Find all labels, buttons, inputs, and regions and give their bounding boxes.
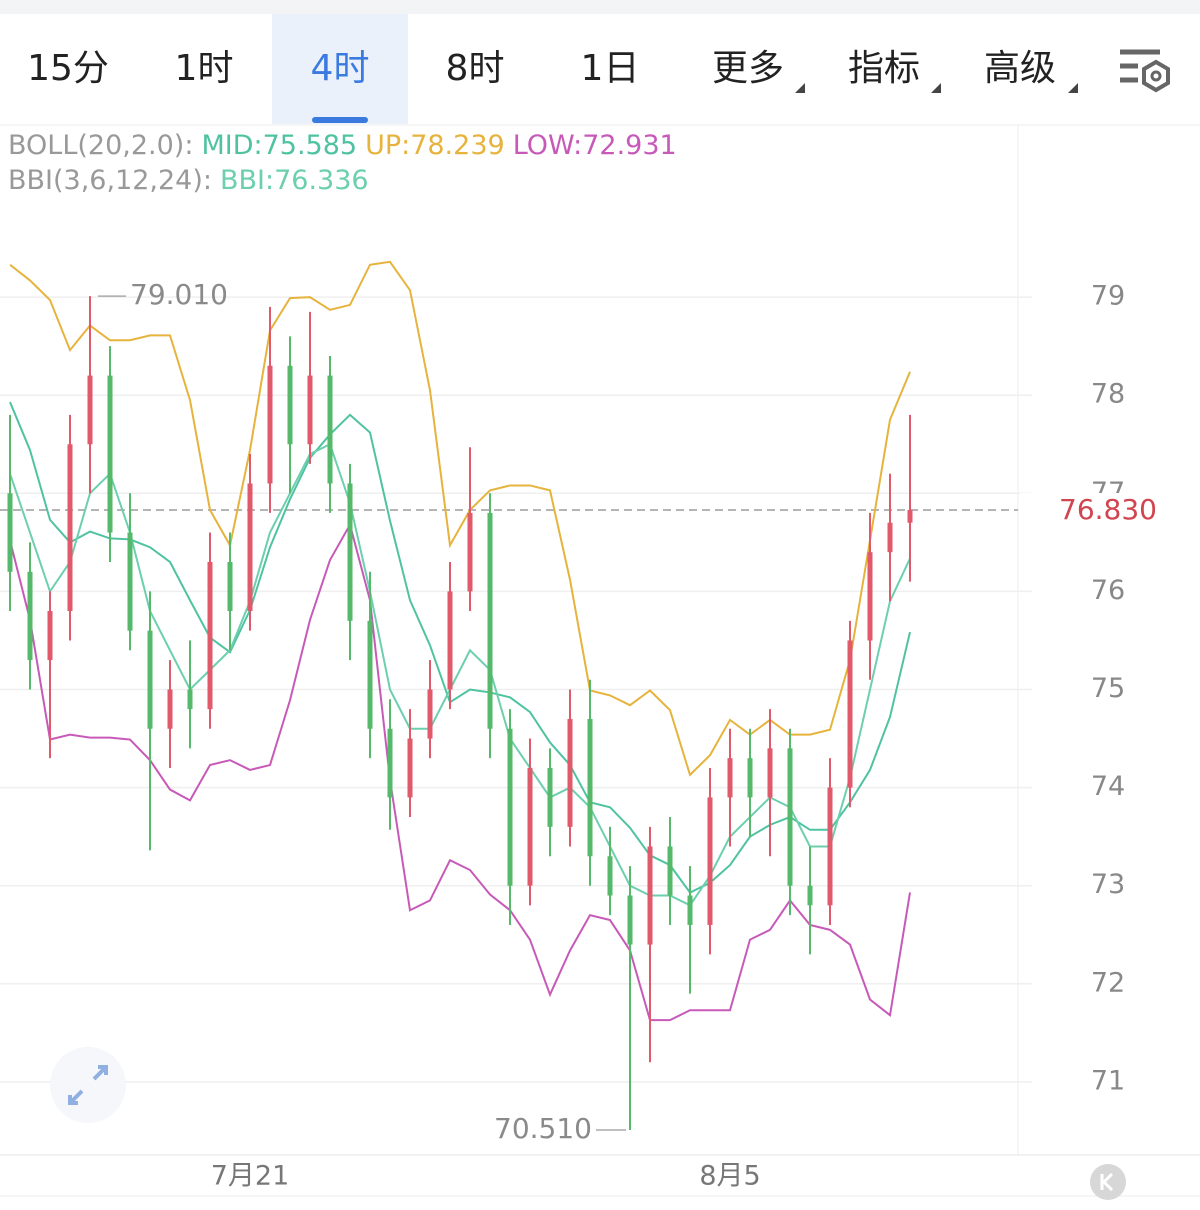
candle-body bbox=[627, 895, 633, 945]
candle-body bbox=[467, 512, 473, 592]
candle-body bbox=[847, 640, 853, 788]
candle-body bbox=[427, 689, 433, 739]
legend-entry: MID:75.585 bbox=[201, 130, 357, 161]
candle-body bbox=[707, 797, 713, 925]
candle-body bbox=[567, 718, 573, 827]
y-tick-label: 71 bbox=[1091, 1065, 1125, 1096]
candle-body bbox=[147, 630, 153, 729]
candle-body bbox=[447, 591, 453, 690]
candle-body bbox=[127, 532, 133, 631]
legend-group: BBI(3,6,12,24): bbox=[8, 165, 212, 196]
candle-body bbox=[807, 885, 813, 906]
candle-body bbox=[687, 895, 693, 925]
x-tick-label: 8月5 bbox=[699, 1161, 760, 1192]
candle-body bbox=[207, 561, 213, 710]
legend-group: BOLL(20,2.0): bbox=[8, 130, 193, 161]
k-button[interactable] bbox=[1090, 1164, 1126, 1200]
candle-body bbox=[387, 728, 393, 798]
tab[interactable]: 8时 bbox=[446, 48, 505, 89]
candle-body bbox=[267, 365, 273, 484]
tab[interactable]: 高级 bbox=[984, 48, 1056, 89]
indicator-line bbox=[9, 522, 911, 1022]
candle-body bbox=[67, 444, 73, 612]
indicator-line bbox=[9, 260, 911, 777]
active-tab-indicator bbox=[312, 117, 368, 123]
last-price-label: 76.830 bbox=[1059, 493, 1157, 526]
tab[interactable]: 更多 bbox=[712, 48, 784, 89]
y-tick-label: 79 bbox=[1091, 281, 1125, 312]
candle-body bbox=[407, 738, 413, 798]
candle-body bbox=[307, 375, 313, 445]
candle-body bbox=[787, 748, 793, 886]
tab[interactable]: 15分 bbox=[27, 48, 109, 89]
candle-body bbox=[187, 689, 193, 710]
legend: BOLL(20,2.0): MID:75.585 UP:78.239 LOW:72.9… bbox=[8, 130, 677, 196]
tab[interactable]: 4时 bbox=[311, 48, 370, 89]
candle-body bbox=[7, 493, 13, 572]
tab[interactable]: 1日 bbox=[581, 48, 640, 89]
candle-body bbox=[747, 758, 753, 798]
candle-body bbox=[607, 856, 613, 896]
candle-body bbox=[667, 846, 673, 896]
candle-body bbox=[767, 748, 773, 798]
candle-body bbox=[487, 512, 493, 729]
candle-body bbox=[47, 611, 53, 661]
y-tick-label: 76 bbox=[1091, 575, 1125, 606]
legend-entry: BBI:76.336 bbox=[220, 165, 369, 196]
candle-body bbox=[547, 767, 553, 827]
y-tick-label: 73 bbox=[1091, 869, 1125, 900]
y-tick-label: 72 bbox=[1091, 967, 1125, 998]
candle-body bbox=[227, 561, 233, 612]
legend-row: BOLL(20,2.0): MID:75.585 UP:78.239 LOW:72.9… bbox=[8, 130, 677, 161]
annotation: 70.510 bbox=[494, 1112, 592, 1145]
tab-bar: 15分 1时 4时 8时 1日 更多 指标 高级 bbox=[27, 48, 1170, 93]
candle-body bbox=[247, 483, 253, 612]
fullscreen-button[interactable] bbox=[50, 1047, 126, 1123]
candle-body bbox=[167, 689, 173, 729]
indicator-line bbox=[9, 442, 911, 907]
candle-body bbox=[887, 522, 893, 553]
candle-body bbox=[527, 767, 533, 886]
candle-body bbox=[287, 365, 293, 445]
candle-body bbox=[107, 375, 113, 533]
status-strip bbox=[0, 0, 1200, 14]
candle-body bbox=[827, 787, 833, 906]
tab[interactable]: 1时 bbox=[175, 48, 234, 89]
candle-body bbox=[27, 571, 33, 661]
last-price-box bbox=[1020, 492, 1200, 527]
y-tick-label: 75 bbox=[1091, 673, 1125, 704]
candle-body bbox=[347, 483, 353, 621]
x-tick-label: 7月21 bbox=[211, 1161, 290, 1192]
y-tick-label: 78 bbox=[1091, 379, 1125, 410]
candle-body bbox=[587, 718, 593, 857]
tab[interactable]: 指标 bbox=[848, 48, 920, 89]
legend-row: BBI(3,6,12,24): BBI:76.336 bbox=[8, 165, 369, 196]
dropdown-caret bbox=[931, 83, 941, 93]
dropdown-caret bbox=[795, 83, 805, 93]
candle-body bbox=[367, 620, 373, 729]
candle-body bbox=[87, 375, 93, 445]
legend-entry: LOW:72.931 bbox=[513, 130, 677, 161]
candle-body bbox=[867, 552, 873, 641]
indicator-line bbox=[9, 401, 911, 894]
y-tick-label: 74 bbox=[1091, 771, 1125, 802]
legend-entry: UP:78.239 bbox=[365, 130, 505, 161]
candle-body bbox=[507, 728, 513, 886]
candle-body bbox=[647, 846, 653, 945]
dropdown-caret bbox=[1068, 83, 1078, 93]
annotation: 79.010 bbox=[130, 278, 228, 311]
settings-icon[interactable] bbox=[1120, 49, 1170, 93]
candle-body bbox=[907, 509, 913, 523]
active-tab-bg bbox=[272, 14, 408, 124]
candle-body bbox=[727, 758, 733, 798]
candle-body bbox=[327, 375, 333, 484]
